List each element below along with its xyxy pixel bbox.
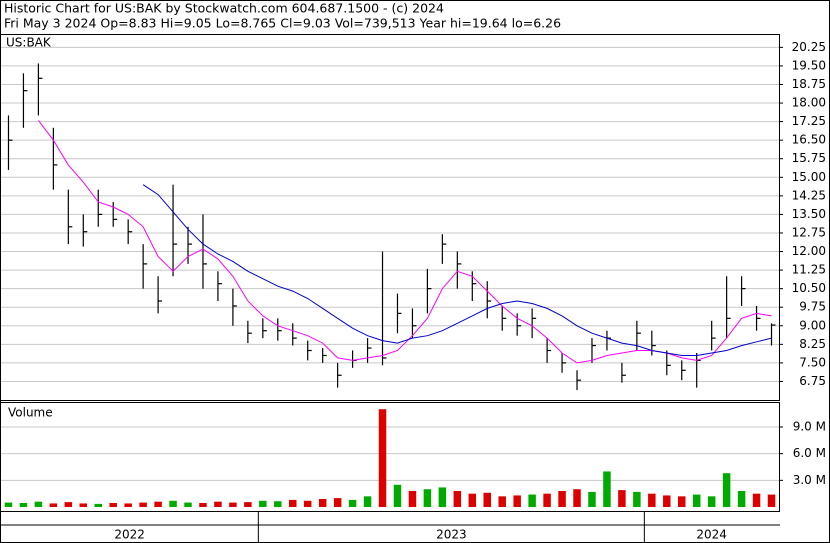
volume-bar (663, 495, 671, 507)
volume-bar (274, 501, 282, 507)
y-tick-label: 9.75 (799, 300, 826, 314)
y-tick-label: 15.75 (792, 151, 826, 165)
x-year-label: 2024 (696, 528, 727, 542)
volume-bar (408, 491, 417, 507)
x-year-label: 2022 (114, 528, 145, 542)
volume-bar (49, 503, 58, 507)
volume-bar (633, 491, 641, 507)
y-tick-label: 20.25 (792, 40, 826, 54)
volume-label: Volume (8, 406, 53, 420)
volume-bar (468, 493, 477, 507)
y-tick-label: 15.00 (792, 170, 826, 184)
volume-bar (259, 500, 267, 507)
volume-bar (64, 502, 73, 507)
price-panel (0, 34, 780, 401)
volume-bar (34, 501, 43, 507)
symbol-label: US:BAK (6, 36, 52, 50)
volume-bar (199, 503, 207, 507)
volume-panel (0, 402, 780, 512)
volume-bar (94, 503, 102, 507)
volume-bar (244, 502, 252, 507)
y-tick-label: 12.00 (792, 244, 826, 258)
volume-bar (737, 491, 746, 507)
volume-bar (303, 500, 312, 507)
volume-bar (483, 492, 491, 507)
volume-bar (767, 494, 776, 507)
y-tick-label: 9.0 M (793, 420, 826, 434)
y-tick-label: 6.0 M (793, 446, 826, 460)
x-year-label: 2023 (436, 528, 467, 542)
volume-bar (498, 496, 506, 507)
moving-average (142, 184, 772, 356)
volume-bar (438, 487, 447, 507)
volume-bar (752, 493, 761, 507)
volume-bar (543, 493, 551, 507)
y-tick-label: 11.25 (792, 263, 826, 277)
volume-bar (692, 494, 701, 507)
volume-bar (4, 502, 13, 507)
y-tick-label: 18.00 (792, 96, 826, 110)
moving-average (38, 120, 772, 364)
volume-bar (184, 502, 192, 507)
y-tick-label: 9.00 (799, 318, 826, 332)
volume-bar (393, 484, 402, 507)
header-line2: Fri May 3 2024 Op=8.83 Hi=9.05 Lo=8.765 … (4, 16, 561, 31)
volume-bar (124, 503, 132, 507)
volume-bar (588, 491, 596, 507)
volume-bar (289, 499, 297, 507)
volume-bar (453, 491, 462, 507)
volume-bar (169, 500, 177, 507)
volume-bar (722, 473, 731, 507)
volume-bar (318, 499, 327, 507)
volume-bar (139, 502, 147, 507)
y-tick-label: 10.50 (792, 281, 826, 295)
volume-bar (513, 495, 521, 507)
volume-bar (648, 493, 656, 507)
volume-bar (423, 489, 432, 507)
y-tick-label: 16.50 (792, 133, 826, 147)
volume-bar (333, 498, 342, 507)
y-tick-label: 7.50 (799, 355, 826, 369)
volume-bar (678, 496, 686, 507)
volume-bar (229, 502, 237, 507)
volume-bar (109, 503, 117, 507)
y-tick-label: 8.25 (799, 337, 826, 351)
volume-bar (618, 490, 626, 507)
y-tick-label: 18.75 (792, 77, 826, 91)
volume-bar (79, 503, 88, 507)
y-tick-label: 6.75 (799, 374, 826, 388)
volume-bar (558, 491, 566, 507)
y-tick-label: 12.75 (792, 225, 826, 239)
y-tick-label: 3.0 M (793, 473, 826, 487)
volume-bar (528, 494, 536, 507)
volume-bar (573, 489, 581, 507)
volume-bar (154, 501, 162, 507)
y-tick-label: 13.50 (792, 207, 826, 221)
header-line1: Historic Chart for US:BAK by Stockwatch.… (4, 1, 444, 16)
volume-bar (19, 503, 28, 507)
volume-bar (707, 496, 716, 507)
volume-bar (603, 471, 611, 507)
y-tick-label: 14.25 (792, 188, 826, 202)
volume-bar (348, 499, 357, 507)
y-tick-label: 19.50 (792, 58, 826, 72)
volume-bar (378, 409, 387, 507)
volume-bar (363, 496, 372, 507)
y-tick-label: 17.25 (792, 114, 826, 128)
volume-bar (214, 501, 222, 507)
